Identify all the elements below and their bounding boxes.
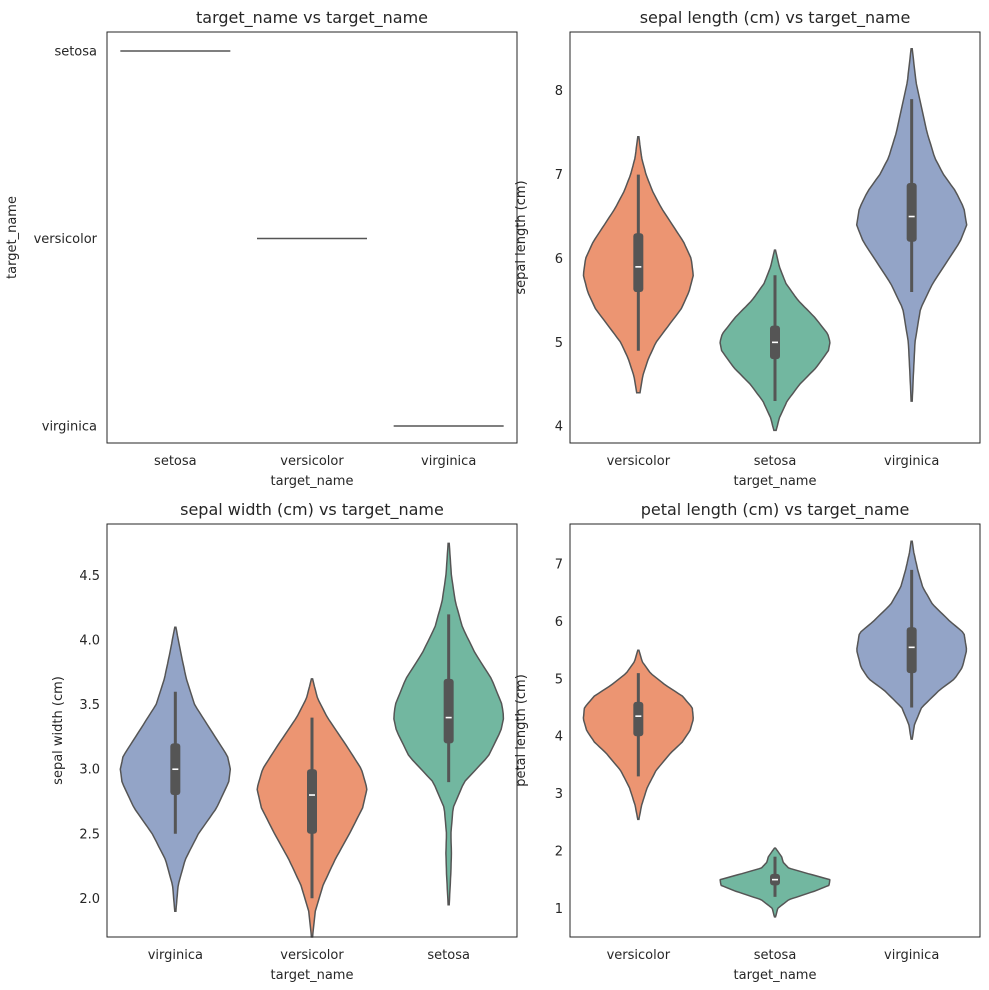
violin-iqr-box	[443, 678, 454, 744]
violin-virginica	[119, 626, 232, 912]
x-tick-label: virginica	[148, 948, 203, 963]
y-axis-label: petal length (cm)	[514, 674, 529, 787]
subplot-2: sepal length (cm) vs target_name target_n…	[514, 8, 981, 489]
y-tick-label: versicolor	[34, 232, 98, 247]
y-tick-label: setosa	[54, 45, 97, 60]
x-axis-label: target_name	[271, 968, 354, 983]
plot-frame	[569, 523, 981, 938]
y-tick-label: 3	[555, 787, 563, 802]
violin-versicolor	[582, 649, 694, 821]
subplot-3: sepal width (cm) vs target_name target_na…	[51, 500, 518, 983]
y-tick-label: 4.5	[79, 569, 100, 584]
y-tick-label: 4	[555, 730, 563, 745]
x-tick-label: virginica	[421, 454, 476, 469]
x-tick-label: versicolor	[607, 454, 671, 469]
y-tick-label: 7	[555, 168, 563, 183]
violin-iqr-box	[307, 769, 317, 834]
y-tick-label: 4	[555, 420, 563, 435]
y-tick-label: 7	[555, 558, 563, 573]
y-tick-label: 2.0	[79, 892, 100, 907]
subplot-title: sepal length (cm) vs target_name	[640, 8, 911, 28]
y-tick-label: 4.0	[79, 634, 100, 649]
plot-frame	[106, 31, 518, 444]
violin-iqr-box	[633, 701, 644, 737]
x-axis-label: target_name	[271, 474, 354, 489]
y-axis-label: sepal width (cm)	[51, 676, 66, 785]
y-tick-label: 1	[555, 902, 563, 917]
plot-frame	[106, 523, 518, 938]
x-axis-label: target_name	[734, 968, 817, 983]
y-tick-label: 8	[555, 84, 563, 99]
y-tick-label: 2	[555, 844, 563, 859]
x-tick-label: setosa	[754, 454, 797, 469]
subplot-4: petal length (cm) vs target_name target_n…	[514, 500, 981, 983]
violin-setosa	[719, 847, 831, 918]
x-tick-label: setosa	[154, 454, 197, 469]
violin-iqr-box	[906, 627, 917, 674]
y-tick-label: 5	[555, 672, 563, 687]
y-tick-label: virginica	[42, 420, 97, 435]
violin-virginica	[855, 48, 968, 402]
plot-frame	[569, 31, 981, 444]
subplot-title: petal length (cm) vs target_name	[641, 500, 910, 520]
x-tick-label: setosa	[427, 948, 470, 963]
violin-setosa	[719, 249, 831, 432]
y-tick-label: 6	[555, 615, 563, 630]
subplot-title: sepal width (cm) vs target_name	[180, 500, 444, 520]
violin-versicolor	[582, 136, 694, 394]
y-axis-label: target_name	[5, 196, 20, 279]
x-tick-label: versicolor	[280, 454, 344, 469]
violin-iqr-box	[633, 233, 644, 293]
x-tick-label: virginica	[884, 948, 939, 963]
y-tick-label: 3.0	[79, 763, 100, 778]
y-tick-label: 2.5	[79, 827, 100, 842]
violin-setosa	[393, 542, 505, 906]
y-tick-label: 6	[555, 252, 563, 267]
violin-versicolor	[256, 678, 368, 938]
violin-iqr-box	[906, 182, 917, 242]
y-axis-label: sepal length (cm)	[514, 180, 529, 294]
subplot-title: target_name vs target_name	[196, 8, 428, 28]
x-tick-label: setosa	[754, 948, 797, 963]
subplot-1: target_name vs target_nametarget_nametar…	[5, 8, 518, 489]
x-tick-label: versicolor	[607, 948, 671, 963]
x-axis-label: target_name	[734, 474, 817, 489]
x-tick-label: versicolor	[280, 948, 344, 963]
violin-virginica	[856, 540, 968, 740]
x-tick-label: virginica	[884, 454, 939, 469]
y-tick-label: 5	[555, 336, 563, 351]
y-tick-label: 3.5	[79, 698, 100, 713]
